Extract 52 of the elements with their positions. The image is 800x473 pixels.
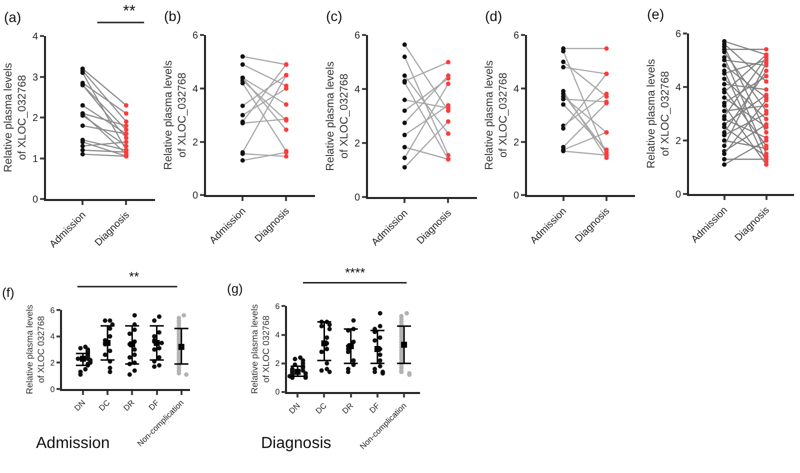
y-tick-label: 2 [275,359,280,368]
y-tick-label: 4 [192,84,198,95]
y-tick-label: 6 [275,302,280,311]
y-tick-label: 6 [354,30,360,42]
chart-title: (g) [227,281,243,296]
y-tick-label: 0 [513,190,520,202]
y-tick-label: 4 [50,332,56,342]
y-tick-label: 3 [32,72,38,84]
x-tick-label: DN [72,398,88,413]
chart-title: (f) [2,285,14,300]
y-axis-title: Relative plasma levels of XLOC_032768 [324,60,351,171]
y-tick-label: 4 [513,84,520,95]
text: **** [345,265,366,280]
y-tick-label: 4 [32,32,38,43]
y-tick-label: 6 [675,28,682,40]
y-tick-label: 0 [192,190,198,202]
y-tick-label: 0 [354,192,360,204]
x-tick-label: DC [314,401,329,416]
x-tick-label: DC [97,398,112,413]
y-tick-label: 0 [275,388,280,397]
y-axis-title: Relative plasma levels of XLOC_032768 [483,60,510,170]
y-tick-label: 0 [50,384,56,394]
y-tick-label: 6 [513,30,520,42]
chart-title: (e) [647,6,664,22]
y-tick-label: 2 [354,138,360,150]
y-tick-label: 2 [513,137,520,148]
y-tick-label: 1 [32,154,38,165]
y-tick-label: 6 [50,306,56,315]
y-tick-label: 2 [675,136,682,147]
chart-title: (b) [164,8,182,24]
y-axis-title: Relative plasma levels of XLOC_032768 [162,60,189,170]
text: ** [129,269,140,284]
chart-title: (d) [485,8,502,24]
chart-title: (a) [4,9,22,25]
y-tick-label: 0 [675,190,682,201]
y-axis-title: Relative plasma levels of XLOC 032768 [249,304,272,394]
y-tick-label: 6 [192,30,198,42]
y-tick-label: 2 [192,137,198,148]
y-axis-title: Relative plasma levels of XLOC 032768 [24,304,46,394]
chart-title: (c) [326,8,342,24]
x-tick-label: DR [340,401,356,416]
y-tick-label: 4 [675,82,682,94]
y-tick-label: 0 [32,194,38,206]
y-tick-label: 2 [50,358,56,368]
text: ** [123,3,136,20]
x-tick-label: DR [122,398,137,413]
x-tick-label: DN [287,401,302,416]
y-tick-label: 2 [32,113,38,124]
y-axis-title: Relative plasma levels of XLOC_032768 [645,58,672,168]
y-tick-label: 4 [275,330,280,340]
y-tick-label: 4 [354,84,360,96]
y-axis-title: Relative plasma levels of XLOC_032768 [2,62,29,172]
